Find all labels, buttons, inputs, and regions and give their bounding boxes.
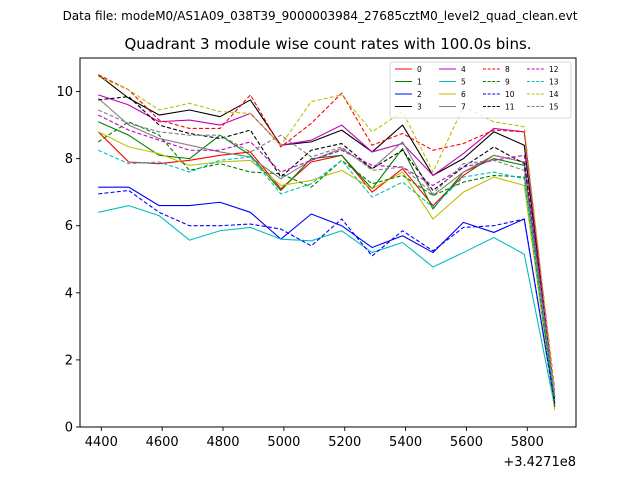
x-tick-label: 5000 — [267, 435, 300, 450]
legend-label-6: 6 — [461, 90, 466, 99]
legend-label-10: 10 — [505, 90, 515, 99]
series-line-8 — [98, 74, 556, 391]
y-tick-label: 0 — [65, 421, 73, 436]
x-tick-label: 5400 — [389, 435, 422, 450]
legend-label-2: 2 — [417, 90, 422, 99]
series-line-6 — [98, 131, 556, 411]
figure-suptitle: Data file: modeM0/AS1A09_038T39_90000039… — [63, 9, 578, 23]
y-tick-label: 6 — [65, 219, 73, 234]
legend-label-13: 13 — [549, 77, 559, 86]
series-line-15 — [98, 109, 556, 397]
series-layer — [97, 74, 556, 411]
x-tick-label: 4400 — [85, 435, 118, 450]
legend-label-14: 14 — [549, 90, 559, 99]
series-line-5 — [98, 205, 556, 407]
x-tick-label: 4600 — [146, 435, 179, 450]
x-tick-label: 4800 — [206, 435, 239, 450]
series-line-13 — [98, 149, 556, 401]
series-line-4 — [98, 94, 556, 397]
series-line-3 — [97, 74, 556, 401]
legend-label-7: 7 — [461, 102, 466, 111]
legend-label-11: 11 — [505, 102, 515, 111]
legend-label-9: 9 — [505, 77, 510, 86]
y-tick-label: 8 — [65, 152, 73, 167]
axes-frame — [79, 57, 577, 428]
x-tick-label: 5800 — [511, 435, 544, 450]
legend-label-3: 3 — [417, 102, 422, 111]
y-tick-label: 2 — [65, 353, 73, 368]
series-line-1 — [98, 121, 556, 407]
legend-label-8: 8 — [505, 65, 510, 74]
y-axis: 0 2 4 6 8 10 — [56, 85, 80, 436]
legend-label-4: 4 — [461, 65, 466, 74]
chart-title: Quadrant 3 module wise count rates with … — [124, 35, 531, 53]
x-axis: 4400 4600 4800 5000 5200 5400 5600 5800 — [85, 427, 544, 450]
legend-label-15: 15 — [549, 102, 559, 111]
legend-label-12: 12 — [549, 65, 559, 74]
legend-label-0: 0 — [417, 65, 422, 74]
legend-label-1: 1 — [417, 77, 422, 86]
x-tick-label: 5600 — [450, 435, 483, 450]
series-line-2 — [98, 186, 556, 404]
series-line-12 — [98, 114, 556, 397]
series-line-10 — [98, 189, 556, 404]
series-line-11 — [98, 96, 556, 401]
legend-label-5: 5 — [461, 77, 466, 86]
x-axis-offset-label: +3.4271e8 — [503, 455, 576, 470]
legend-frame — [389, 61, 572, 119]
plot-area: 4400 4600 4800 5000 5200 5400 5600 5800 0246810… — [56, 57, 577, 470]
y-tick-label: 10 — [56, 85, 73, 100]
x-tick-label: 5200 — [328, 435, 361, 450]
y-tick-label: 4 — [65, 286, 73, 301]
series-line-14 — [98, 75, 556, 394]
series-line-9 — [97, 121, 556, 407]
